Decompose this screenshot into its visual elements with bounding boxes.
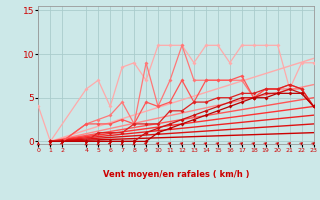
X-axis label: Vent moyen/en rafales ( km/h ): Vent moyen/en rafales ( km/h ) [103, 170, 249, 179]
